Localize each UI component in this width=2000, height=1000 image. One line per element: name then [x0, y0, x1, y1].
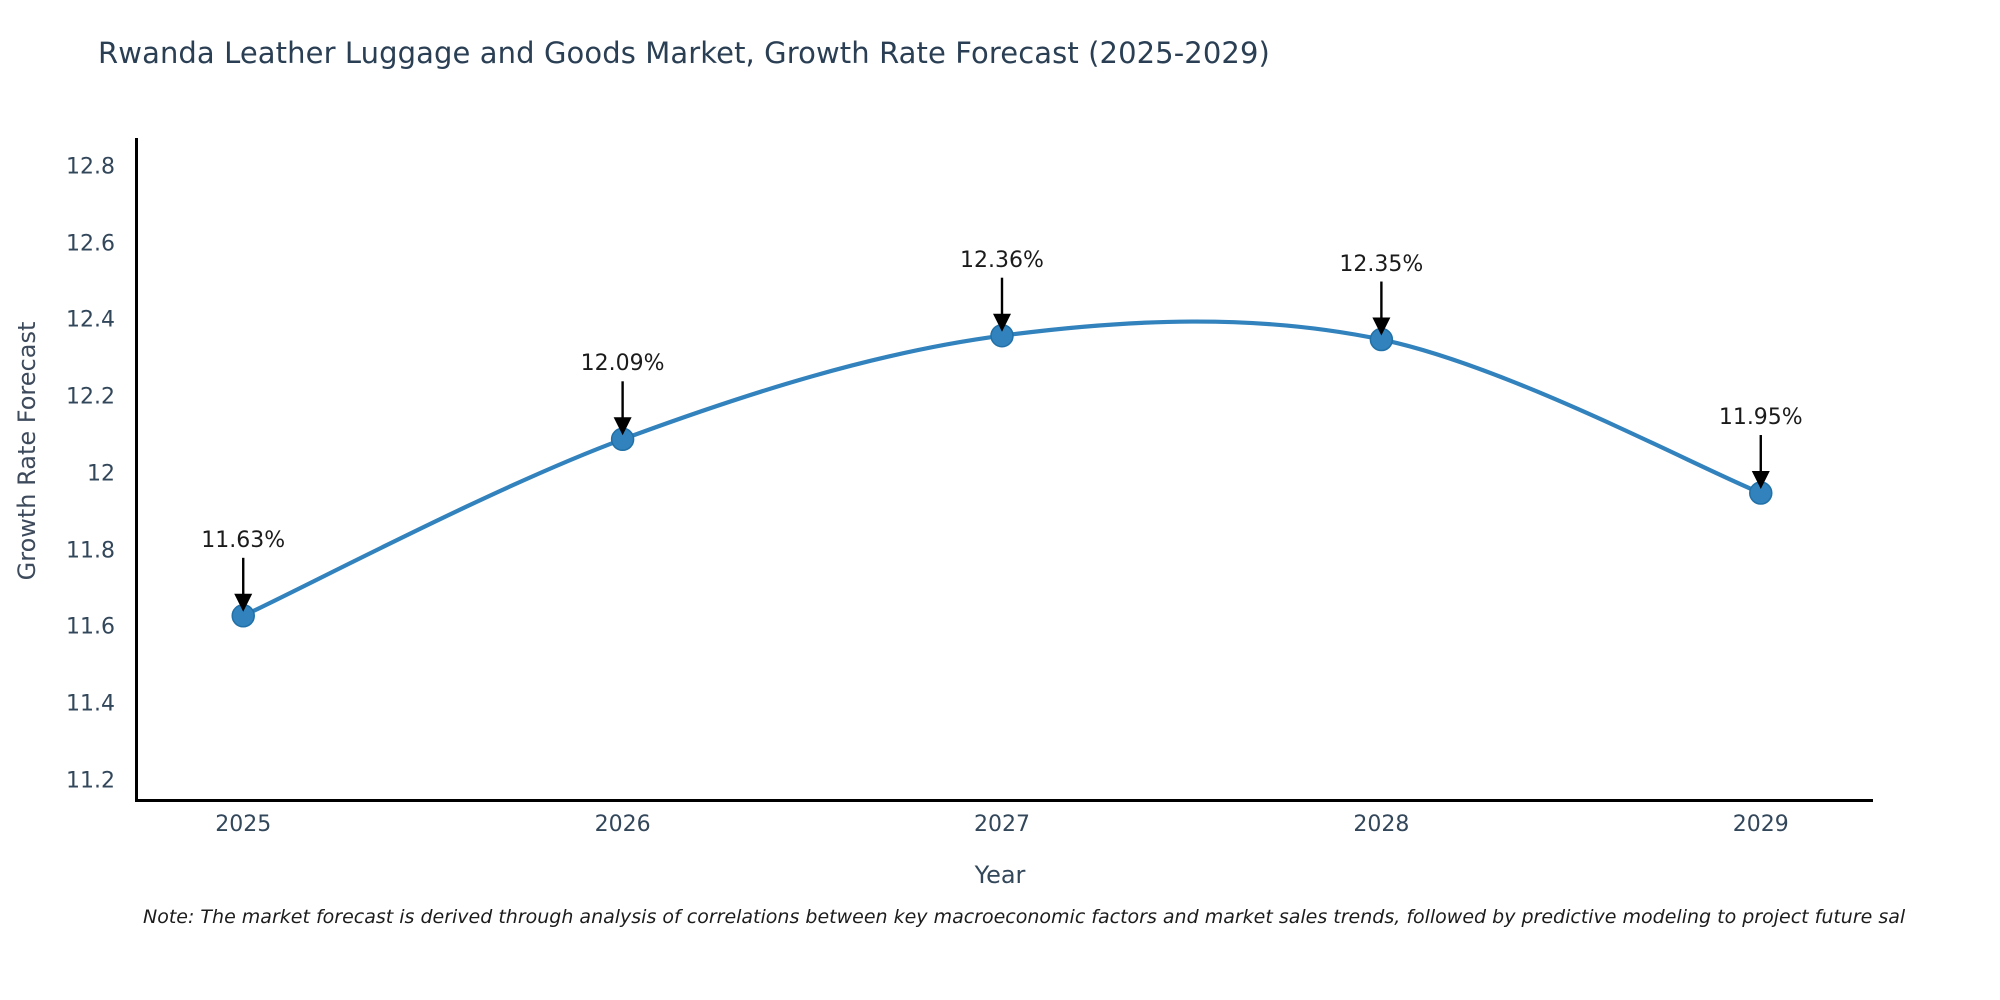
x-axis-title: Year — [974, 861, 1026, 889]
line-series-svg — [231, 277, 1773, 628]
page-title: Rwanda Leather Luggage and Goods Market,… — [98, 36, 1270, 70]
y-axis-title: Growth Rate Forecast — [13, 321, 41, 581]
annotation-arrow-head — [234, 593, 253, 612]
annotation-arrow-head — [993, 313, 1011, 332]
data-point-label: 11.95% — [1718, 405, 1803, 431]
x-tick-label: 2029 — [1732, 812, 1789, 837]
x-tick-label: 2028 — [1353, 812, 1410, 837]
annotation-arrow-head — [1372, 317, 1391, 336]
data-point-label: 11.63% — [201, 527, 286, 553]
annotation-arrows — [234, 277, 1770, 612]
y-tick-label: 12.6 — [66, 231, 115, 257]
y-tick-label: 12.8 — [66, 154, 115, 180]
data-point-label: 12.09% — [580, 351, 665, 377]
y-tick-label: 11.4 — [66, 691, 115, 717]
data-point-markers — [231, 323, 1773, 628]
x-tick-label: 2026 — [594, 812, 651, 837]
y-tick-label: 12.4 — [66, 307, 115, 333]
x-axis-spine — [135, 799, 1873, 802]
x-tick-label: 2025 — [215, 812, 272, 837]
y-tick-label: 11.8 — [66, 538, 115, 564]
y-tick-label: 11.6 — [66, 614, 115, 640]
annotation-arrow-head — [613, 417, 632, 436]
y-tick-label: 11.2 — [66, 768, 115, 794]
footnote-text: Note: The market forecast is derived thr… — [143, 906, 1906, 928]
y-tick-label: 12.2 — [66, 384, 115, 410]
line-series-path — [241, 319, 1763, 618]
x-tick-label: 2027 — [974, 812, 1030, 837]
data-point-label: 12.35% — [1339, 251, 1424, 277]
y-tick-label: 12 — [87, 461, 115, 487]
plot-area — [137, 140, 1867, 800]
y-axis-spine — [135, 138, 138, 802]
data-point-label: 12.36% — [960, 247, 1044, 273]
annotation-arrow-head — [1751, 471, 1770, 490]
